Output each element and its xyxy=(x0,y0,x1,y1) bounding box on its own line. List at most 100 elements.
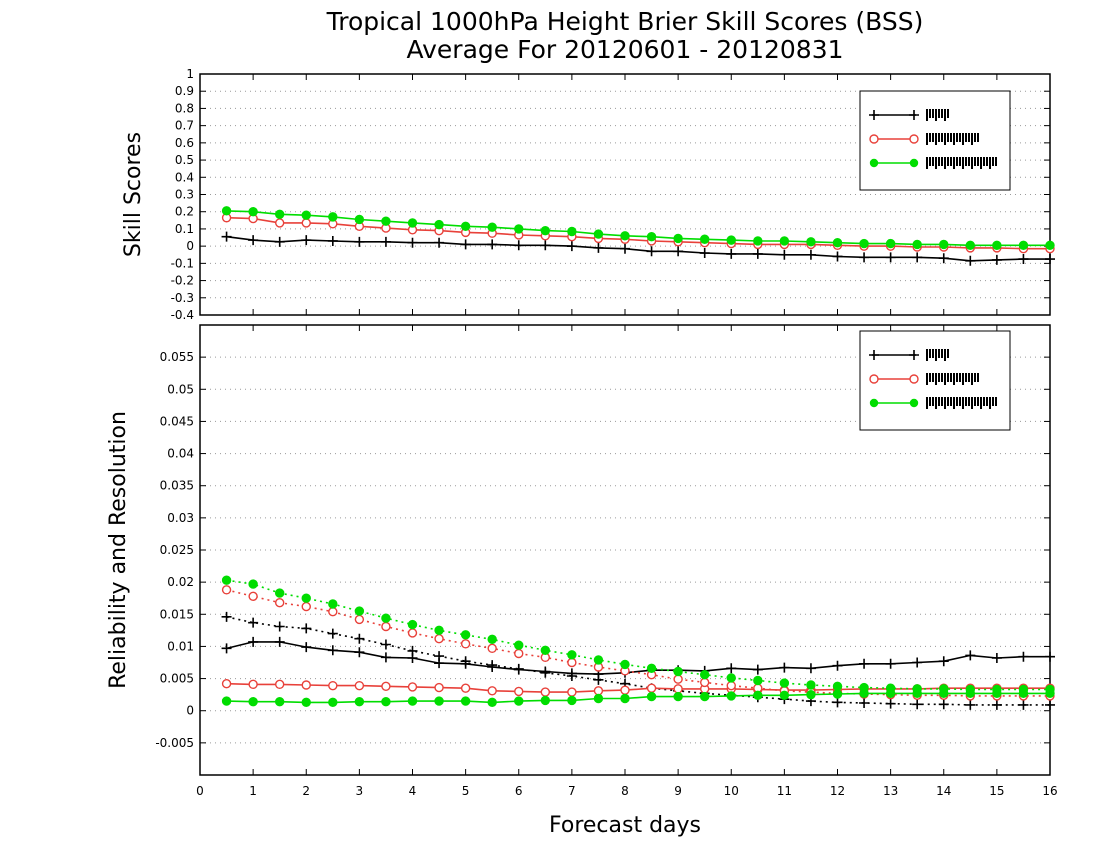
y-tick-label: 0.04 xyxy=(167,447,194,461)
y-tick-label: 0.02 xyxy=(167,575,194,589)
data-point-dot xyxy=(540,695,551,706)
legend-marker xyxy=(869,398,879,408)
y-tick-label: -0.005 xyxy=(155,736,194,750)
x-tick-label: 2 xyxy=(302,784,310,798)
data-point-plus xyxy=(885,252,896,263)
data-point-dot xyxy=(274,209,285,219)
data-point-dot xyxy=(460,630,471,640)
data-point-dot xyxy=(646,663,657,673)
data-point-dot xyxy=(301,210,311,220)
data-point-circle xyxy=(328,607,338,617)
data-point-dot xyxy=(487,222,497,232)
legend-label-glyph xyxy=(932,349,934,358)
data-point-plus xyxy=(566,241,577,252)
data-point-dot xyxy=(460,221,471,232)
legend-label-glyph xyxy=(944,109,946,121)
data-point-dot xyxy=(699,234,710,244)
legend-label-glyph xyxy=(941,397,943,406)
y-tick-label: 0 xyxy=(186,239,194,253)
legend-label-glyph xyxy=(929,349,931,358)
data-point-dot xyxy=(779,678,790,688)
data-point-dot xyxy=(248,697,258,707)
data-point-dot xyxy=(301,697,311,708)
data-point-dot xyxy=(354,214,365,225)
data-point-plus xyxy=(301,623,312,634)
data-point-dot xyxy=(859,682,869,693)
legend-label-glyph xyxy=(938,133,940,142)
data-point-circle xyxy=(460,683,471,693)
data-point-dot xyxy=(328,599,338,609)
data-point-plus xyxy=(1018,651,1029,662)
data-point-plus xyxy=(327,628,338,639)
data-point-plus xyxy=(726,248,737,259)
series-4 xyxy=(221,585,1055,701)
data-point-plus xyxy=(248,235,259,246)
legend-label-glyph xyxy=(968,373,970,382)
data-point-plus xyxy=(1018,699,1029,710)
data-point-plus xyxy=(726,663,737,674)
data-point-plus xyxy=(407,237,418,248)
data-point-dot xyxy=(779,236,790,246)
legend-label-glyph xyxy=(941,133,943,142)
data-point-dot xyxy=(221,696,232,706)
data-point-plus xyxy=(221,643,232,654)
data-point-dot xyxy=(328,212,338,222)
legend-label-glyph xyxy=(974,373,976,382)
data-point-dot xyxy=(806,680,816,690)
legend-label-glyph xyxy=(986,397,988,406)
legend-label-glyph xyxy=(941,349,943,358)
legend-label-glyph xyxy=(932,109,934,118)
data-point-dot xyxy=(753,690,763,700)
legend-label-glyph xyxy=(965,373,967,382)
legend-label-glyph xyxy=(953,133,955,145)
legend-label-glyph xyxy=(989,397,991,409)
data-point-dot xyxy=(567,650,577,660)
legend-label-glyph xyxy=(956,157,958,166)
legend-label-glyph xyxy=(959,373,961,382)
data-point-circle xyxy=(221,679,232,689)
data-point-plus xyxy=(832,660,843,671)
data-point-dot xyxy=(673,691,683,702)
data-point-circle xyxy=(381,621,391,632)
data-point-plus xyxy=(1045,699,1055,710)
legend-label-glyph xyxy=(974,133,976,142)
legend-label-glyph xyxy=(944,397,946,409)
data-point-dot xyxy=(1018,240,1029,250)
legend-label-glyph xyxy=(962,397,964,409)
legend-label-glyph xyxy=(944,349,946,361)
data-point-circle xyxy=(274,598,285,608)
y-tick-label: 0.05 xyxy=(167,382,194,396)
data-point-dot xyxy=(885,683,896,693)
data-point-circle xyxy=(487,643,497,654)
data-point-dot xyxy=(939,239,949,250)
data-point-plus xyxy=(938,656,949,667)
data-point-dot xyxy=(567,226,577,237)
legend-label-glyph xyxy=(926,373,928,385)
data-point-circle xyxy=(434,634,444,644)
y-tick-label: 0.035 xyxy=(160,479,194,493)
y-tick-label: 0.055 xyxy=(160,350,194,364)
data-point-plus xyxy=(540,667,551,678)
x-tick-label: 0 xyxy=(196,784,204,798)
data-point-plus xyxy=(965,255,976,266)
data-point-plus xyxy=(779,662,790,673)
legend-label-glyph xyxy=(935,397,937,409)
legend-label-glyph xyxy=(971,157,973,169)
data-point-dot xyxy=(381,613,391,623)
x-tick-label: 7 xyxy=(568,784,576,798)
legend-label-glyph xyxy=(935,373,937,385)
data-point-plus xyxy=(434,651,445,662)
legend-marker xyxy=(869,350,879,360)
legend-label-glyph xyxy=(959,157,961,166)
legend-label-glyph xyxy=(938,109,940,118)
data-point-dot xyxy=(354,697,365,707)
legend-label-glyph xyxy=(926,349,928,361)
data-point-plus xyxy=(274,236,285,247)
data-point-dot xyxy=(620,659,630,670)
data-point-dot xyxy=(221,575,232,585)
data-point-dot xyxy=(806,689,816,700)
legend-label-glyph xyxy=(929,373,931,382)
legend-marker xyxy=(909,350,919,360)
data-point-plus xyxy=(620,243,630,254)
legend-label-glyph xyxy=(932,157,934,166)
